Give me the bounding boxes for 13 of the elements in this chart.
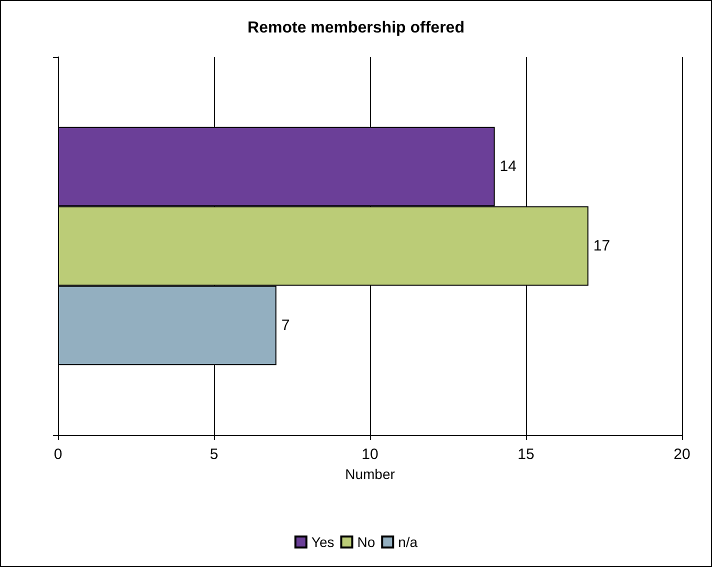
legend-label: Yes (311, 534, 334, 550)
chart-title: Remote membership offered (248, 20, 464, 36)
legend-label: n/a (398, 534, 418, 550)
x-tick-label: 5 (210, 446, 218, 463)
x-tick-label: 20 (674, 446, 690, 463)
data-label: 14 (500, 158, 516, 176)
x-tick-label: 10 (362, 446, 378, 463)
x-axis-title: Number (345, 466, 396, 482)
data-label: 7 (281, 316, 290, 334)
data-label: 17 (593, 238, 610, 254)
x-tick-label: 0 (54, 446, 62, 463)
x-tick-label: 15 (518, 446, 534, 463)
legend-label: No (357, 534, 376, 550)
